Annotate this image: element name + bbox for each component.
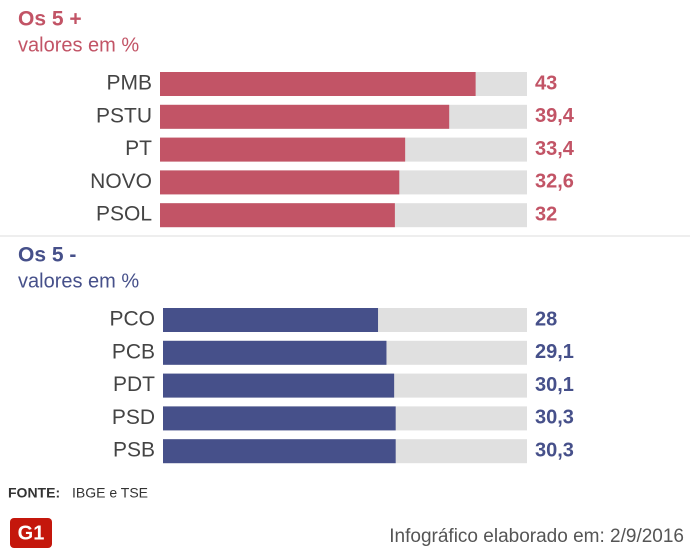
value-label: 30,3 xyxy=(535,439,574,461)
bar xyxy=(160,137,406,162)
bar xyxy=(163,308,379,332)
chart-subtitle: valores em % xyxy=(18,34,139,56)
value-label: 43 xyxy=(535,72,557,94)
value-label: 29,1 xyxy=(535,341,574,363)
category-label: PSB xyxy=(113,439,155,462)
bar xyxy=(160,203,395,228)
bar xyxy=(160,72,476,96)
category-label: PCB xyxy=(112,340,155,363)
category-label: NOVO xyxy=(90,170,152,193)
category-label: PCO xyxy=(109,308,155,331)
bar xyxy=(163,406,396,431)
value-label: 30,1 xyxy=(535,374,574,396)
bar xyxy=(160,170,400,195)
bar xyxy=(163,340,387,365)
value-label: 28 xyxy=(535,308,557,330)
source: IBGE e TSE xyxy=(72,485,148,501)
category-label: PSTU xyxy=(96,104,152,127)
category-label: PMB xyxy=(106,72,152,95)
logo: G1 xyxy=(18,522,45,544)
chart-title: Os 5 + xyxy=(18,8,82,31)
value-label: 39,4 xyxy=(535,105,575,127)
value-label: 32 xyxy=(535,203,557,225)
category-label: PSOL xyxy=(96,203,152,226)
source-label: FONTE: xyxy=(8,485,60,501)
category-label: PT xyxy=(125,137,152,160)
bar xyxy=(163,373,395,398)
logo-box xyxy=(10,518,52,548)
value-label: 32,6 xyxy=(535,171,574,193)
bar xyxy=(163,439,396,464)
value-label: 33,4 xyxy=(535,138,575,160)
category-label: PDT xyxy=(113,373,155,396)
category-label: PSD xyxy=(112,406,155,429)
chart-title: Os 5 - xyxy=(18,244,76,267)
value-label: 30,3 xyxy=(535,407,574,429)
credit: Infográfico elaborado em: 2/9/2016 xyxy=(389,526,684,547)
bar xyxy=(160,104,450,129)
chart-subtitle: valores em % xyxy=(18,270,139,292)
